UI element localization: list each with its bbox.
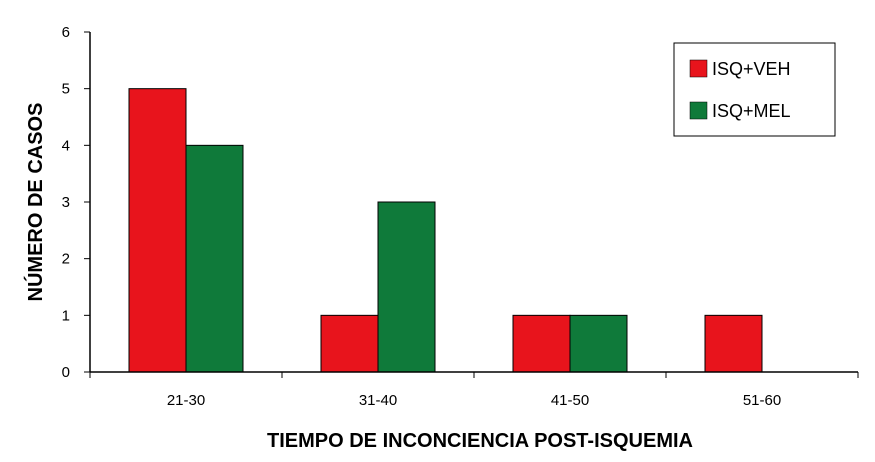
y-tick-label: 6 — [62, 24, 70, 41]
x-tick-label: 41-50 — [551, 392, 589, 409]
x-tick-label: 31-40 — [359, 392, 397, 409]
legend: ISQ+VEH ISQ+MEL — [673, 42, 836, 137]
bar-isq-mel-31-40 — [377, 201, 436, 373]
y-tick-label: 5 — [62, 81, 70, 98]
y-tick-label: 1 — [62, 307, 70, 324]
legend-swatch-isq-veh — [689, 59, 708, 78]
x-ticks: 21-30 31-40 41-50 51-60 — [89, 372, 859, 409]
bar-isq-veh-21-30 — [128, 88, 187, 373]
bar-isq-mel-41-50 — [569, 314, 628, 373]
x-axis-title: TIEMPO DE INCONCIENCIA POST-ISQUEMIA — [267, 430, 693, 452]
x-tick-label: 51-60 — [743, 392, 781, 409]
bar-isq-veh-51-60 — [704, 314, 763, 373]
y-tick-label: 0 — [62, 364, 70, 381]
y-tick-label: 3 — [62, 194, 70, 211]
bar-isq-veh-31-40 — [320, 314, 379, 373]
bars-layer — [128, 88, 763, 373]
legend-swatch-isq-mel — [689, 101, 708, 120]
x-tick-label: 21-30 — [167, 392, 205, 409]
bar-isq-mel-21-30 — [185, 144, 244, 373]
legend-frame — [673, 42, 836, 137]
y-ticks: 0 1 2 3 4 5 6 — [62, 24, 90, 381]
y-axis-title: NÚMERO DE CASOS — [23, 103, 47, 302]
legend-label-isq-mel: ISQ+MEL — [712, 101, 791, 121]
legend-label-isq-veh: ISQ+VEH — [712, 59, 791, 79]
y-tick-label: 4 — [62, 137, 70, 154]
bar-isq-veh-41-50 — [512, 314, 571, 373]
y-tick-label: 2 — [62, 251, 70, 268]
